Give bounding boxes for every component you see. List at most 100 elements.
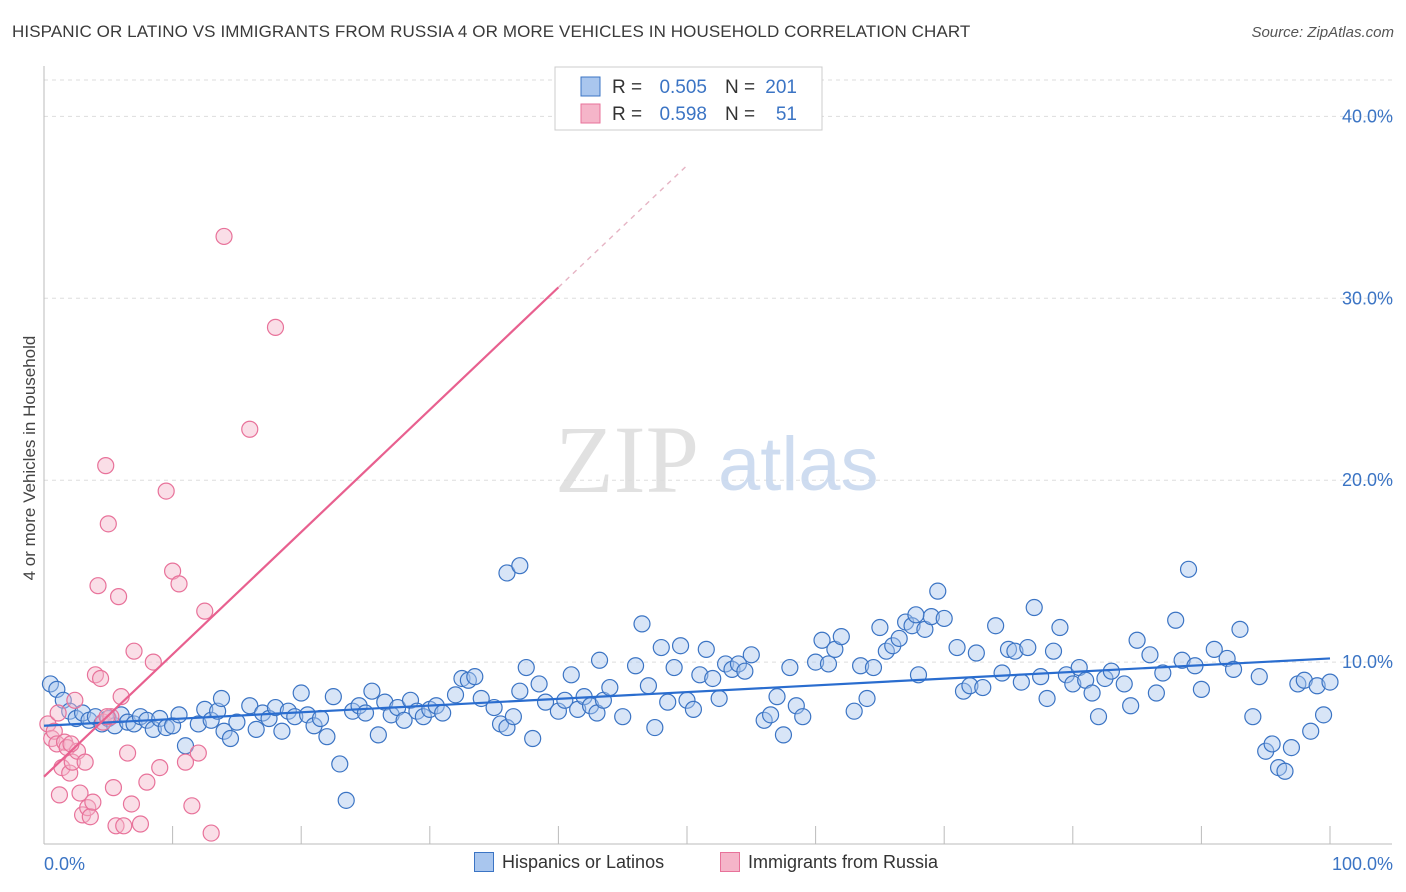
data-point	[601, 678, 619, 697]
data-point	[639, 677, 658, 695]
data-point	[209, 702, 227, 720]
data-point	[1263, 735, 1281, 753]
data-point	[104, 779, 123, 797]
data-point	[81, 808, 99, 826]
y-tick-label: 20.0%	[1342, 470, 1393, 490]
legend-item-hispanics[interactable]: Hispanics or Latinos	[474, 852, 664, 873]
stats-n-label: N =	[725, 104, 755, 125]
data-point	[183, 797, 201, 815]
data-point	[1192, 680, 1211, 698]
data-point	[311, 709, 330, 728]
data-point	[787, 697, 805, 715]
stats-n-label: N =	[725, 77, 755, 98]
data-point	[614, 708, 632, 726]
data-point	[1250, 668, 1268, 686]
data-point	[1115, 675, 1133, 693]
data-point	[1282, 738, 1301, 757]
data-point	[109, 588, 128, 606]
legend-item-russia[interactable]: Immigrants from Russia	[720, 852, 938, 873]
data-point	[89, 577, 107, 595]
data-point	[710, 689, 728, 708]
data-point	[1308, 677, 1326, 695]
data-point	[794, 708, 812, 726]
data-point	[1019, 638, 1037, 657]
data-point	[511, 682, 529, 700]
data-point	[498, 564, 516, 582]
data-point	[665, 658, 683, 677]
data-point	[549, 702, 568, 720]
trend-line-hispanics	[43, 657, 1331, 727]
data-point	[131, 815, 150, 833]
legend-swatch-pink	[720, 852, 740, 872]
data-point	[929, 582, 947, 600]
data-point	[1244, 708, 1262, 726]
data-point	[1314, 706, 1333, 724]
stats-n-value: 201	[765, 77, 797, 98]
data-point	[221, 729, 240, 748]
data-point	[1295, 671, 1313, 689]
data-point	[125, 642, 143, 660]
data-point	[819, 655, 838, 673]
series-hispanics-points	[41, 557, 1339, 809]
data-point	[1179, 560, 1198, 578]
data-point	[122, 795, 141, 813]
data-point	[331, 755, 349, 773]
chart-title: HISPANIC OR LATINO VS IMMIGRANTS FROM RU…	[12, 22, 971, 41]
data-point	[1173, 651, 1191, 669]
data-point	[1231, 620, 1249, 638]
data-point	[453, 669, 471, 688]
data-point	[1167, 611, 1185, 629]
data-point	[1057, 666, 1075, 684]
watermark-zip: ZIP	[555, 406, 699, 513]
stats-r-value: 0.505	[659, 77, 707, 98]
y-tick-labels: 10.0% 20.0% 30.0% 40.0%	[1342, 106, 1393, 672]
data-point	[704, 669, 722, 688]
data-point	[1302, 722, 1320, 740]
data-point	[1147, 684, 1165, 702]
data-point	[646, 718, 664, 737]
data-point	[189, 744, 207, 762]
data-point	[84, 793, 102, 811]
stats-r-label: R =	[612, 77, 642, 98]
series-russia-points	[39, 227, 285, 842]
y-tick-label: 30.0%	[1342, 288, 1393, 308]
data-point	[524, 729, 542, 748]
data-point	[1064, 675, 1082, 693]
data-point	[202, 824, 220, 842]
data-point	[626, 657, 645, 675]
x-tick-labels: 0.0% 100.0%	[44, 854, 1393, 874]
data-point	[1276, 762, 1294, 780]
data-point	[832, 628, 850, 646]
data-point	[871, 618, 889, 637]
data-point	[1128, 631, 1146, 649]
data-point	[144, 653, 162, 671]
data-point	[324, 688, 342, 706]
data-point	[48, 680, 66, 698]
data-point	[170, 575, 188, 593]
data-point	[63, 753, 81, 771]
data-point	[318, 728, 336, 746]
data-point	[736, 662, 754, 680]
data-point	[1205, 640, 1223, 658]
data-point	[633, 615, 651, 633]
data-point	[1012, 673, 1030, 691]
stats-r-label: R =	[612, 104, 642, 125]
data-point	[993, 664, 1011, 682]
data-point	[864, 658, 883, 677]
data-point	[948, 638, 966, 657]
data-point	[1218, 649, 1236, 668]
stats-n-value: 51	[776, 104, 797, 125]
data-point	[176, 753, 195, 771]
data-point	[356, 704, 375, 722]
data-point	[768, 688, 786, 706]
data-point	[590, 651, 609, 669]
data-point	[363, 682, 381, 700]
data-point	[151, 758, 169, 777]
data-point	[115, 817, 133, 835]
stats-legend: R = 0.505 N = 201 R = 0.598 N = 51	[554, 66, 823, 131]
data-point	[504, 708, 522, 726]
data-point	[974, 678, 992, 697]
data-point	[189, 715, 207, 733]
data-point	[761, 706, 780, 724]
